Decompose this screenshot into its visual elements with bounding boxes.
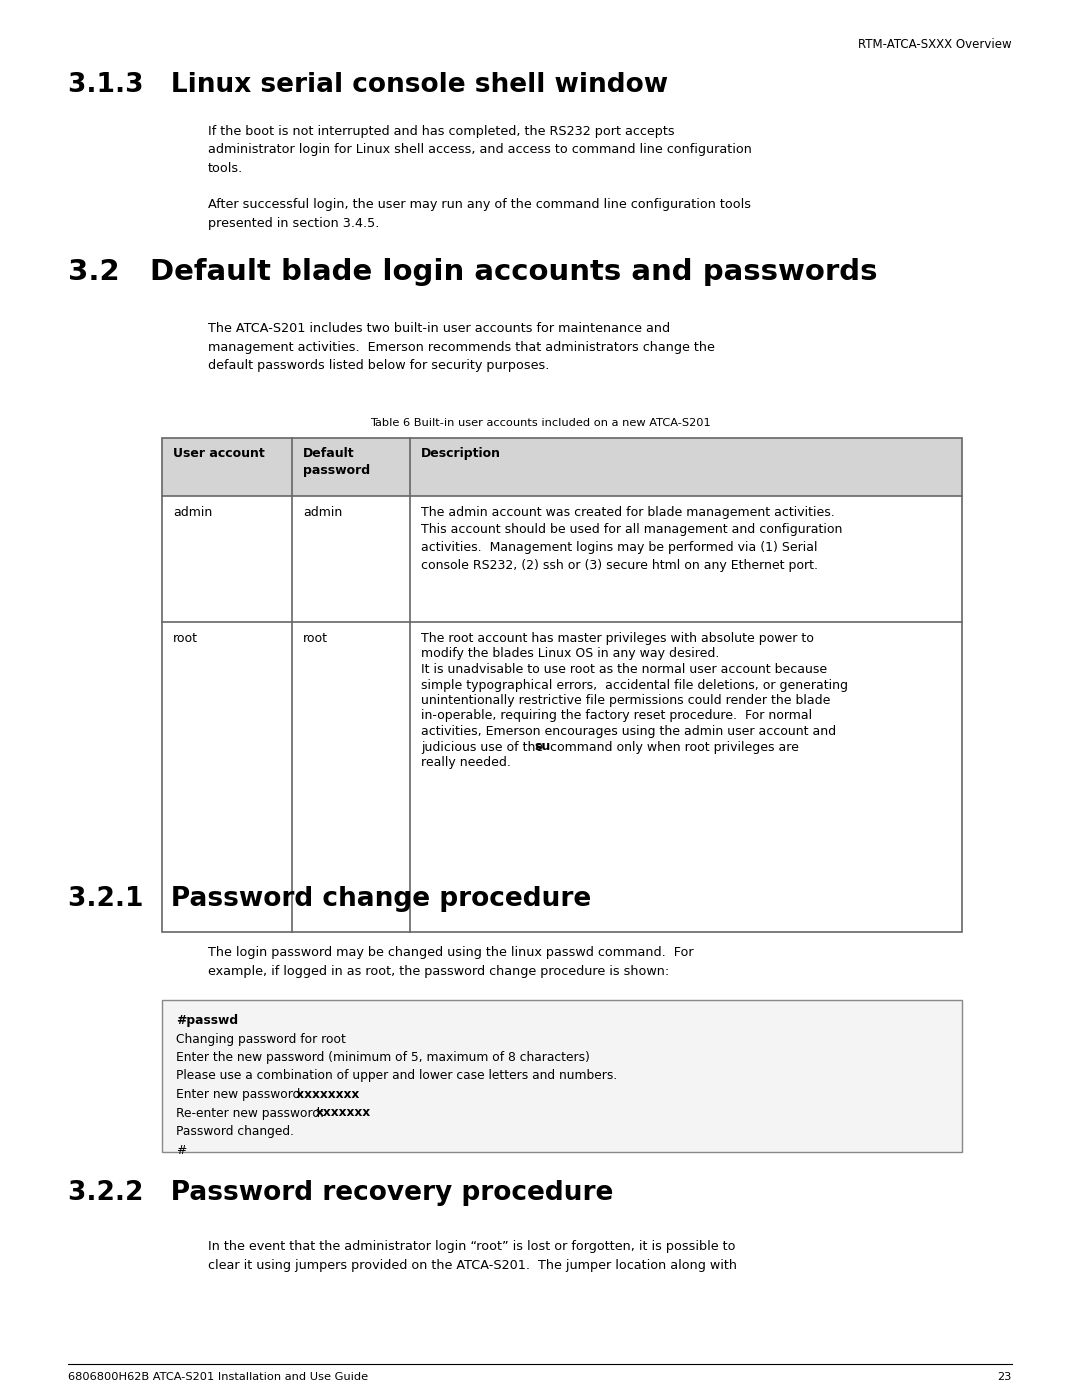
Text: 6806800H62B ATCA-S201 Installation and Use Guide: 6806800H62B ATCA-S201 Installation and U… [68,1372,368,1382]
Text: After successful login, the user may run any of the command line configuration t: After successful login, the user may run… [208,198,751,229]
Text: 3.2.2   Password recovery procedure: 3.2.2 Password recovery procedure [68,1180,613,1206]
Text: admin: admin [173,506,213,520]
Bar [162,439,962,496]
Text: In the event that the administrator login “root” is lost or forgotten, it is pos: In the event that the administrator logi… [208,1241,737,1271]
Text: admin: admin [303,506,342,520]
Text: Re-enter new password:: Re-enter new password: [176,1106,328,1119]
Text: 23: 23 [998,1372,1012,1382]
Text: Table 6 Built-in user accounts included on a new ATCA-S201: Table 6 Built-in user accounts included … [369,418,711,427]
Text: really needed.: really needed. [421,756,511,768]
Text: su: su [535,740,551,753]
Text: RTM-ATCA-SXXX Overview: RTM-ATCA-SXXX Overview [859,38,1012,52]
Text: If the boot is not interrupted and has completed, the RS232 port accepts
adminis: If the boot is not interrupted and has c… [208,124,752,175]
Text: judicious use of the: judicious use of the [421,740,548,753]
Text: Enter new password:: Enter new password: [176,1088,305,1101]
Text: Changing password for root: Changing password for root [176,1032,346,1045]
Text: User account: User account [173,447,265,460]
Text: 3.1.3   Linux serial console shell window: 3.1.3 Linux serial console shell window [68,73,669,98]
Text: Password changed.: Password changed. [176,1125,294,1139]
Text: It is unadvisable to use root as the normal user account because: It is unadvisable to use root as the nor… [421,664,827,676]
Text: in-operable, requiring the factory reset procedure.  For normal: in-operable, requiring the factory reset… [421,710,812,722]
Text: Enter the new password (minimum of 5, maximum of 8 characters): Enter the new password (minimum of 5, ma… [176,1051,590,1065]
Text: xxxxxxx: xxxxxxx [315,1106,370,1119]
Text: Default
password: Default password [303,447,370,476]
Text: xxxxxxxx: xxxxxxxx [292,1088,359,1101]
Text: #: # [176,1144,186,1157]
Text: command only when root privileges are: command only when root privileges are [546,740,799,753]
Text: 3.2.1   Password change procedure: 3.2.1 Password change procedure [68,886,591,912]
Text: simple typographical errors,  accidental file deletions, or generating: simple typographical errors, accidental … [421,679,848,692]
Text: Please use a combination of upper and lower case letters and numbers.: Please use a combination of upper and lo… [176,1070,618,1083]
Text: The admin account was created for blade management activities.
This account shou: The admin account was created for blade … [421,506,842,571]
Text: The login password may be changed using the linux passwd command.  For
example, : The login password may be changed using … [208,946,693,978]
Text: 3.2   Default blade login accounts and passwords: 3.2 Default blade login accounts and pas… [68,258,877,286]
Text: Description: Description [421,447,501,460]
Bar [162,1000,962,1153]
Text: activities, Emerson encourages using the admin user account and: activities, Emerson encourages using the… [421,725,836,738]
Text: root: root [303,631,328,645]
Text: root: root [173,631,198,645]
Text: #passwd: #passwd [176,1014,238,1027]
Text: The ATCA-S201 includes two built-in user accounts for maintenance and
management: The ATCA-S201 includes two built-in user… [208,321,715,372]
Text: unintentionally restrictive file permissions could render the blade: unintentionally restrictive file permiss… [421,694,831,707]
Text: modify the blades Linux OS in any way desired.: modify the blades Linux OS in any way de… [421,647,719,661]
Bar [162,439,962,932]
Text: The root account has master privileges with absolute power to: The root account has master privileges w… [421,631,814,645]
